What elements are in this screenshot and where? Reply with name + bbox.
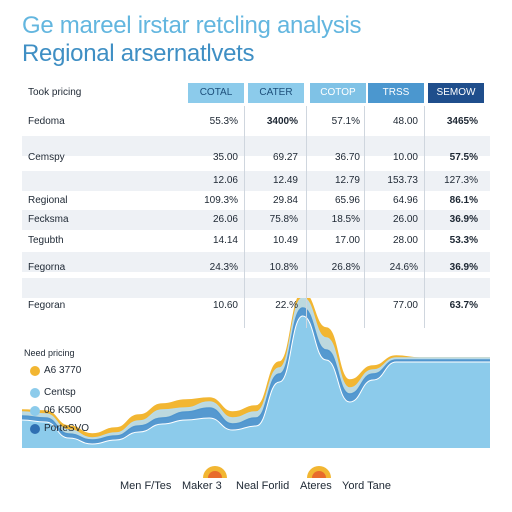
table-cell: 35.00 (212, 152, 238, 163)
column-header: CATER (248, 83, 304, 103)
table-row (22, 278, 490, 298)
table-cell: 36.9% (449, 262, 478, 273)
table-cell: 57.5% (449, 152, 478, 163)
table-cell: 26.8% (331, 262, 360, 273)
column-header: COTOP (310, 83, 366, 103)
footer-label: Men F/Tes (120, 480, 172, 492)
row-label: Regional (28, 195, 68, 206)
table-cell: 12.79 (334, 175, 360, 186)
table-row: Fegorna 24.3% 10.8% 26.8% 24.6% 36.9% (22, 258, 490, 278)
table-cell: 153.73 (387, 175, 418, 186)
table-cell: 26.00 (392, 214, 418, 225)
table-cell: 3465% (446, 116, 478, 127)
table-cell: 14.14 (212, 235, 238, 246)
page-subtitle: Regional arsernatlvets (22, 40, 255, 67)
footer-label: Maker 3 (182, 480, 222, 492)
table-cell: 36.9% (449, 214, 478, 225)
legend-label: PorteSVO (44, 423, 90, 434)
footer-label: Neal Forlid (236, 480, 290, 492)
table-cell: 26.06 (212, 214, 238, 225)
column-header: TRSS (368, 83, 424, 103)
row-label: Tegubth (28, 235, 64, 246)
column-divider (306, 106, 307, 328)
row-label: Fegoran (28, 300, 66, 311)
series-area (22, 316, 490, 448)
legend-swatch (30, 388, 40, 398)
table-cell: 10.00 (392, 152, 418, 163)
table-row: Fecksma 26.06 75.8% 18.5% 26.00 36.9% (22, 210, 490, 230)
series-line (21, 297, 490, 439)
legend-swatch (30, 406, 40, 416)
row-label: Cemspy (28, 152, 65, 163)
table-cell: 64.96 (392, 195, 418, 206)
table-row (22, 136, 490, 156)
row-label: Fegorna (28, 262, 66, 273)
table-cell: 24.3% (209, 262, 238, 273)
table-row: Regional 109.3% 29.84 65.96 64.96 86.1% (22, 191, 490, 211)
legend-title-text: Need pricing (24, 348, 75, 358)
footer-label: Yord Tane (342, 480, 391, 492)
legend-swatch (30, 424, 40, 434)
legend-swatch (30, 366, 40, 376)
table-row (22, 252, 490, 272)
table-row: Fegoran 10.60 22.% 77.00 63.7% (22, 296, 490, 316)
table-cell: 18.5% (331, 214, 360, 225)
table-cell: 10.8% (269, 262, 298, 273)
table-cell: 57.1% (331, 116, 360, 127)
column-divider (424, 106, 425, 328)
column-divider (364, 106, 365, 328)
table-row: 12.06 12.49 12.79 153.73 127.3% (22, 171, 490, 191)
sun-icon (203, 466, 227, 478)
table-cell: 65.96 (334, 195, 360, 206)
table-cell: 29.84 (272, 195, 298, 206)
table-cell: 109.3% (204, 195, 238, 206)
legend-label: Centsp (44, 387, 76, 398)
table-cell: 28.00 (392, 235, 418, 246)
series-line (21, 307, 490, 441)
table-row: Tegubth 14.14 10.49 17.00 28.00 53.3% (22, 231, 490, 251)
sun-icon (307, 466, 331, 478)
footer-label: Ateres (300, 480, 332, 492)
series-line (21, 315, 490, 445)
page-title: Ge mareel irstar retcling analysis (22, 12, 362, 39)
table-cell: 63.7% (449, 300, 478, 311)
column-header: SEMOW (428, 83, 484, 103)
table-cell: 22.% (275, 300, 298, 311)
table-cell: 53.3% (449, 235, 478, 246)
column-divider (244, 106, 245, 328)
row-label: Fecksma (28, 214, 69, 225)
table-corner-label: Took pricing (28, 87, 82, 98)
table-cell: 10.49 (272, 235, 298, 246)
column-header: COTAL (188, 83, 244, 103)
table-row: Cemspy 35.00 69.27 36.70 10.00 57.5% (22, 148, 490, 168)
table-cell: 75.8% (269, 214, 298, 225)
table-cell: 127.3% (444, 175, 478, 186)
table-cell: 24.6% (389, 262, 418, 273)
table-cell: 12.06 (212, 175, 238, 186)
table-cell: 3400% (266, 116, 298, 127)
table-cell: 17.00 (334, 235, 360, 246)
table-cell: 36.70 (334, 152, 360, 163)
table-cell: 77.00 (392, 300, 418, 311)
legend-label: A6 3770 (44, 365, 82, 376)
row-label: Fedoma (28, 116, 65, 127)
table-cell: 10.60 (212, 300, 238, 311)
table-cell: 69.27 (272, 152, 298, 163)
table-cell: 86.1% (449, 195, 478, 206)
table-row: Fedoma 55.3% 3400% 57.1% 48.00 3465% (22, 112, 490, 132)
table-cell: 48.00 (392, 116, 418, 127)
legend-label: 06 K500 (44, 405, 82, 416)
table-cell: 12.49 (272, 175, 298, 186)
table-cell: 55.3% (209, 116, 238, 127)
